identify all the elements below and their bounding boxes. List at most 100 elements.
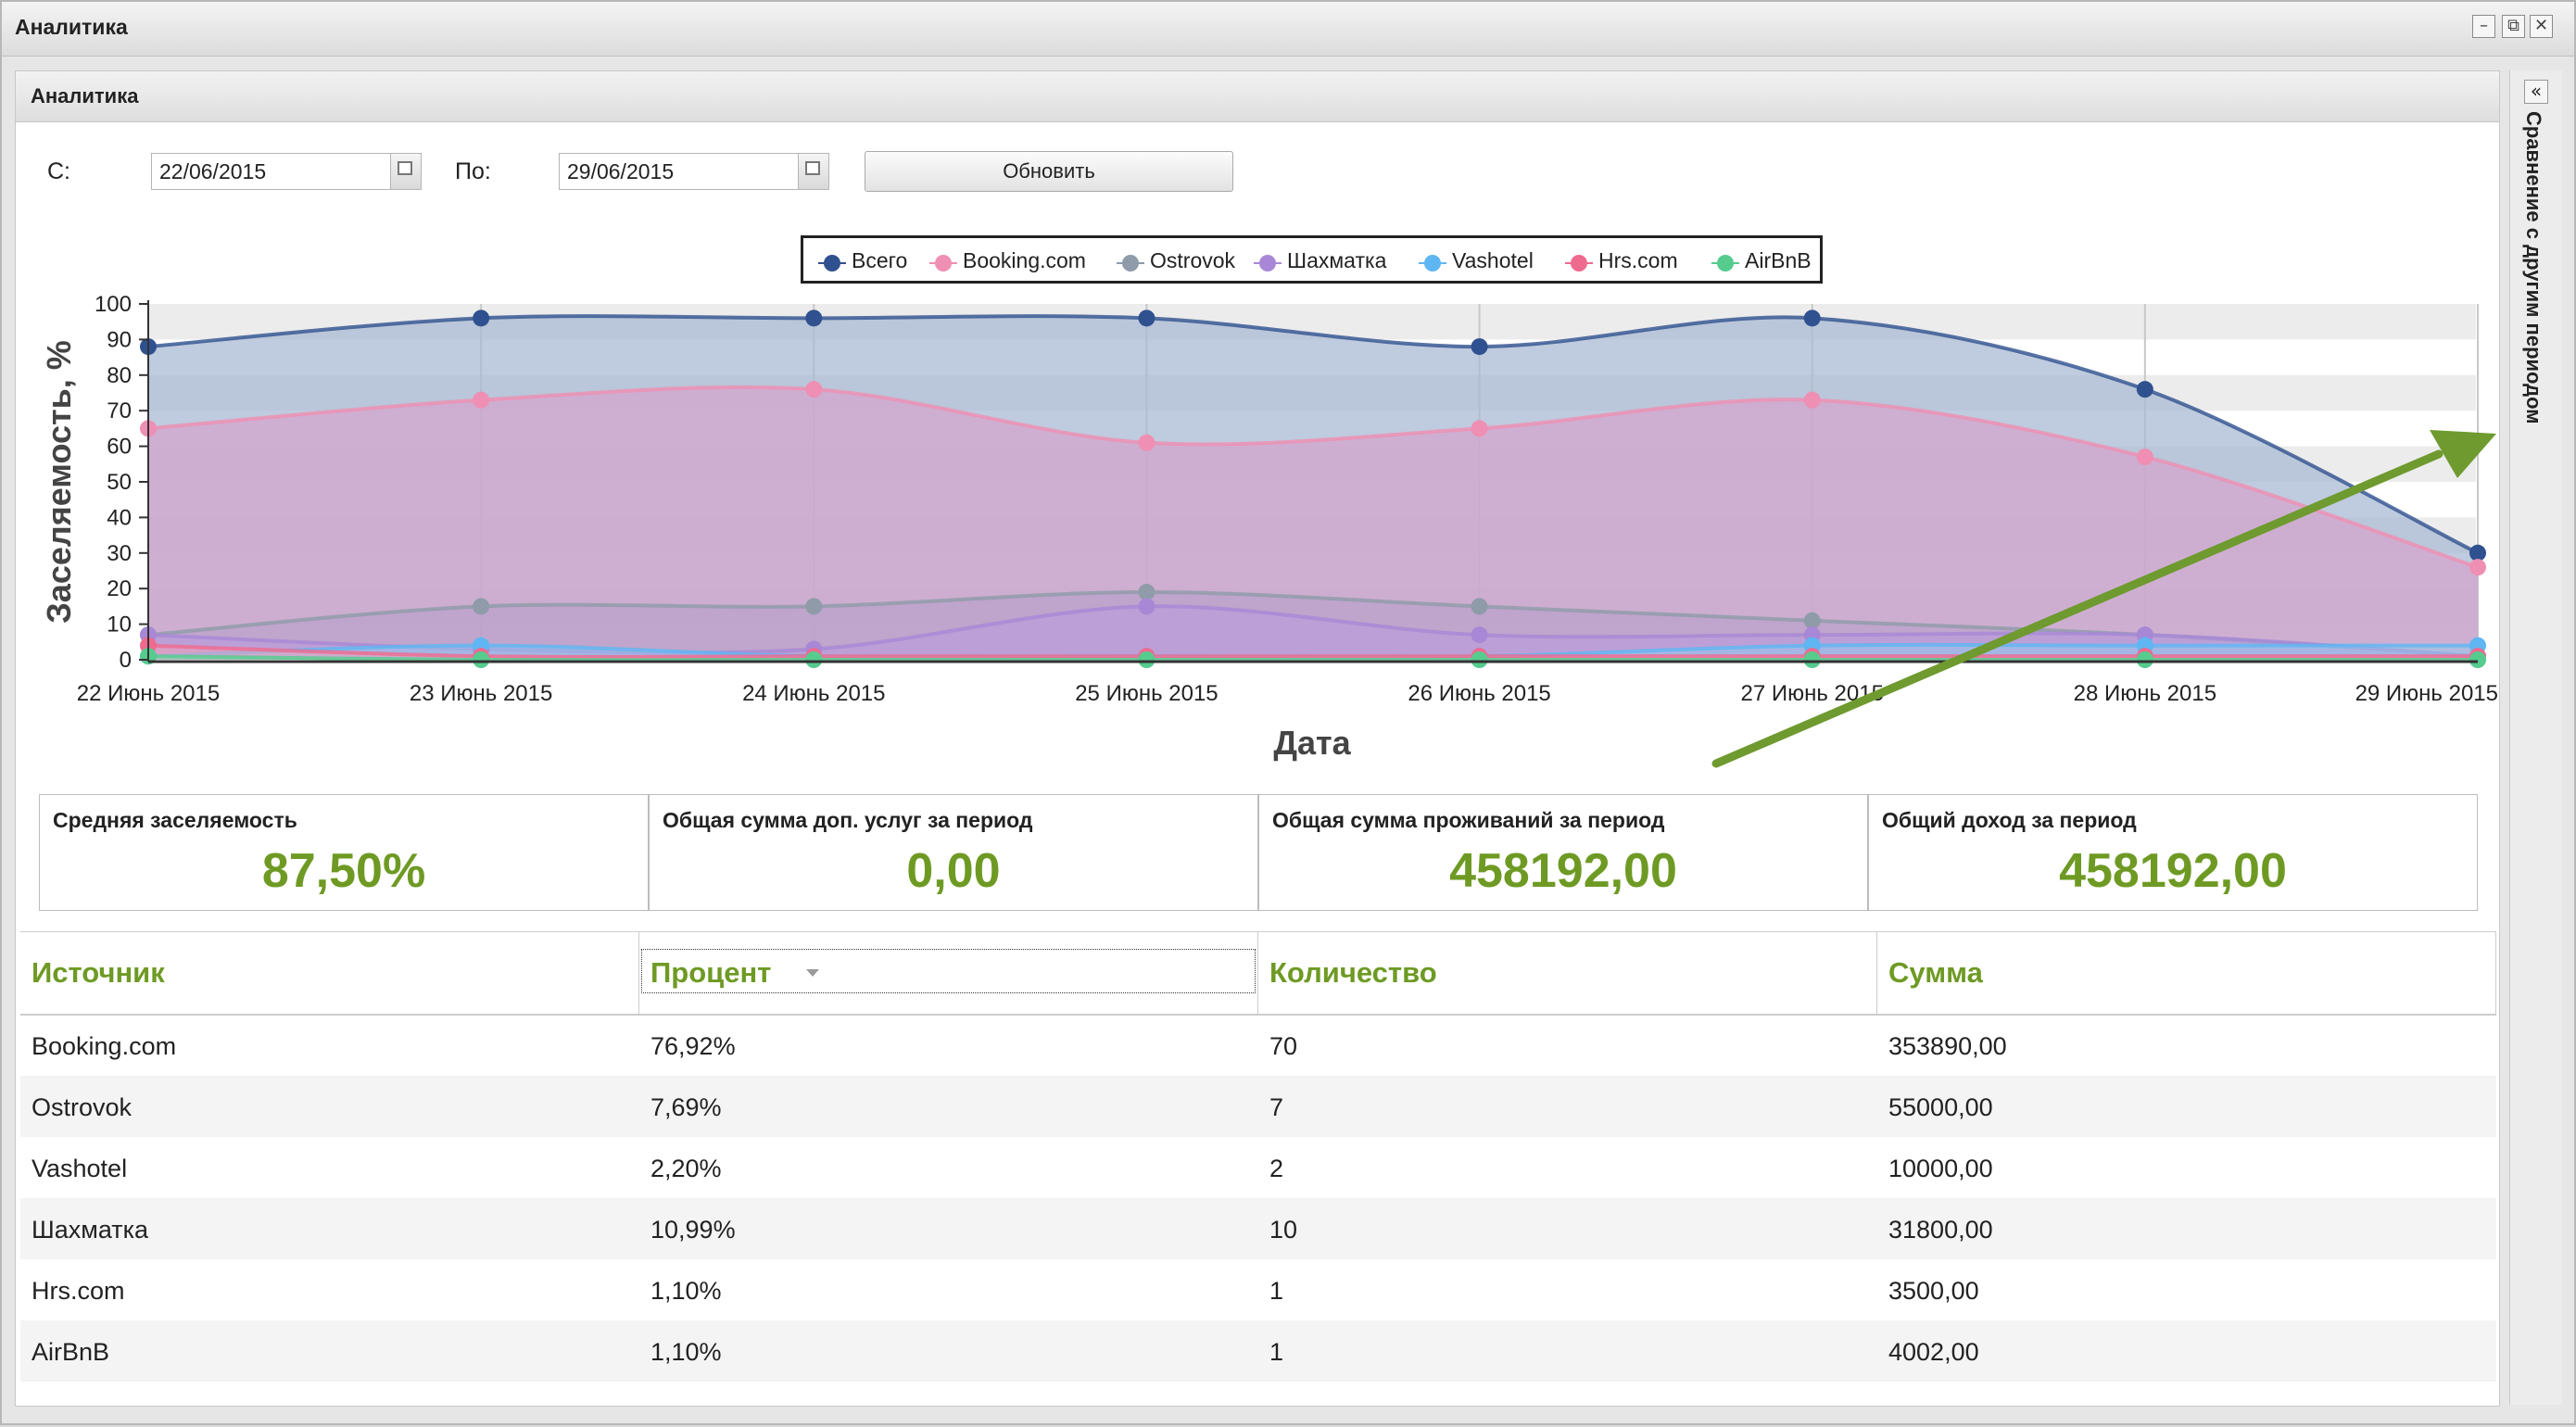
x-axis-title: Дата: [1273, 724, 1351, 762]
legend-item[interactable]: Шахматка: [1287, 248, 1387, 272]
table-cell: Vashotel: [32, 1155, 128, 1182]
legend-marker: [1571, 255, 1587, 272]
table-cell: 1,10%: [650, 1277, 722, 1305]
extra-services-card: Общая сумма доп. услуг за период 0,00: [649, 794, 1258, 911]
table-cell: 2: [1269, 1155, 1284, 1182]
legend-item[interactable]: Vashotel: [1452, 248, 1534, 272]
to-calendar-icon[interactable]: [798, 154, 828, 189]
table-cell: 7: [1269, 1093, 1284, 1121]
table-cell: 55000,00: [1888, 1093, 1993, 1121]
panel-header: Аналитика: [16, 71, 2499, 122]
x-tick-label: 27 Июнь 2015: [1740, 681, 1883, 706]
table-cell: AirBnB: [32, 1338, 110, 1366]
stat-value: 458192,00: [2059, 844, 2287, 898]
column-header-sum[interactable]: Сумма: [1877, 932, 2496, 1014]
x-tick-label: 23 Июнь 2015: [410, 681, 552, 706]
from-date-label: С:: [47, 158, 70, 184]
data-point: [1471, 598, 1488, 615]
collapse-chevron-icon[interactable]: «: [2524, 80, 2548, 104]
from-date-field[interactable]: 22/06/2015: [151, 153, 422, 190]
data-point: [1138, 434, 1155, 451]
legend-item[interactable]: Hrs.com: [1598, 248, 1678, 272]
avg-occupancy-card: Средняя заселяемость 87,50%: [39, 794, 649, 911]
x-tick-label: 22 Июнь 2015: [77, 681, 220, 706]
data-point: [1138, 651, 1155, 668]
table-cell: 1,10%: [650, 1338, 722, 1366]
y-tick-label: 70: [107, 398, 132, 423]
table-cell: 3500,00: [1888, 1277, 1979, 1305]
stats-row: Средняя заселяемость 87,50% Общая сумма …: [39, 794, 2478, 913]
legend-marker: [1424, 255, 1441, 272]
y-tick-label: 90: [107, 327, 132, 352]
data-point: [2136, 448, 2153, 466]
legend-marker: [1122, 255, 1139, 272]
data-point: [473, 391, 490, 409]
table-cell: 7,69%: [650, 1093, 722, 1121]
data-point: [473, 651, 490, 668]
window-titlebar[interactable]: Аналитика – ⧉ ✕: [2, 2, 2574, 57]
table-row[interactable]: Hrs.com 1,10% 1 3500,00: [20, 1259, 2496, 1320]
data-point: [1138, 584, 1155, 601]
table-row[interactable]: Vashotel 2,20% 2 10000,00: [20, 1137, 2496, 1198]
data-point: [1138, 309, 1155, 327]
table-header: Источник Процент Количество Сумма: [20, 931, 2496, 1016]
table-cell: 1: [1269, 1277, 1284, 1305]
chart-legend: Всего Booking.com Ostrovok Шахматка Vashotel…: [801, 235, 1823, 284]
stat-title: Средняя заселяемость: [53, 808, 297, 832]
series-line: [147, 314, 2479, 555]
stat-value: 87,50%: [261, 844, 426, 898]
legend-item[interactable]: Booking.com: [963, 248, 1086, 272]
to-date-label: По:: [455, 158, 491, 184]
column-header-count[interactable]: Количество: [1258, 932, 1877, 1014]
table-cell: 76,92%: [650, 1032, 736, 1060]
table-row[interactable]: Шахматка 10,99% 10 31800,00: [20, 1198, 2496, 1259]
panel-title: Аналитика: [31, 84, 139, 107]
restore-button[interactable]: ⧉: [2502, 15, 2525, 38]
data-point: [1803, 651, 1821, 668]
data-point: [2136, 381, 2153, 398]
data-point: [1138, 598, 1155, 615]
minimize-button[interactable]: –: [2472, 15, 2495, 38]
data-point: [805, 598, 823, 615]
column-header-percent[interactable]: Процент: [639, 932, 1258, 1014]
compare-period-side-panel[interactable]: « Сравнение с другим периодом: [2509, 70, 2562, 1405]
y-axis-title: Заселяемость, %: [40, 340, 78, 624]
table-cell: 10: [1269, 1216, 1298, 1244]
table-cell: Hrs.com: [32, 1277, 125, 1305]
stat-title: Общая сумма проживаний за период: [1272, 808, 1665, 832]
to-date-value: 29/06/2015: [567, 159, 675, 183]
data-point: [1471, 420, 1488, 437]
column-header-source[interactable]: Источник: [20, 932, 639, 1014]
stat-title: Общая сумма доп. услуг за период: [663, 808, 1033, 832]
x-tick-label: 24 Июнь 2015: [742, 681, 885, 706]
from-calendar-icon[interactable]: [390, 154, 421, 189]
legend-item[interactable]: AirBnB: [1745, 248, 1812, 272]
table-cell: 70: [1269, 1032, 1298, 1060]
close-button[interactable]: ✕: [2530, 15, 2553, 38]
legend-marker: [935, 255, 952, 272]
data-point: [2469, 544, 2486, 562]
legend-item[interactable]: Ostrovok: [1150, 248, 1236, 272]
table-cell: Шахматка: [32, 1216, 149, 1244]
table-cell: 10,99%: [650, 1216, 736, 1244]
y-tick-label: 80: [107, 363, 132, 388]
table-row[interactable]: Ostrovok 7,69% 7 55000,00: [20, 1076, 2496, 1137]
refresh-button[interactable]: Обновить: [865, 151, 1233, 192]
table-cell: 31800,00: [1888, 1216, 1993, 1244]
to-date-field[interactable]: 29/06/2015: [559, 153, 829, 190]
occupancy-chart: 0 10 20 30 40 50 60 70 80 90 100 22 Июнь 2015 23 Июн…: [40, 292, 2498, 762]
data-point: [2136, 651, 2153, 668]
data-point: [2469, 559, 2486, 576]
x-tick-label: 28 Июнь 2015: [2074, 681, 2216, 706]
data-point: [805, 651, 823, 668]
table-row[interactable]: AirBnB 1,10% 1 4002,00: [20, 1320, 2496, 1382]
y-tick-label: 10: [107, 612, 132, 638]
legend-item[interactable]: Всего: [852, 248, 908, 272]
data-point: [2469, 651, 2486, 668]
data-point: [1471, 338, 1488, 356]
data-point: [805, 309, 823, 327]
table-row[interactable]: Booking.com 76,92% 70 353890,00: [20, 1015, 2496, 1076]
y-tick-label: 20: [107, 576, 132, 601]
stat-title: Общий доход за период: [1882, 808, 2137, 832]
